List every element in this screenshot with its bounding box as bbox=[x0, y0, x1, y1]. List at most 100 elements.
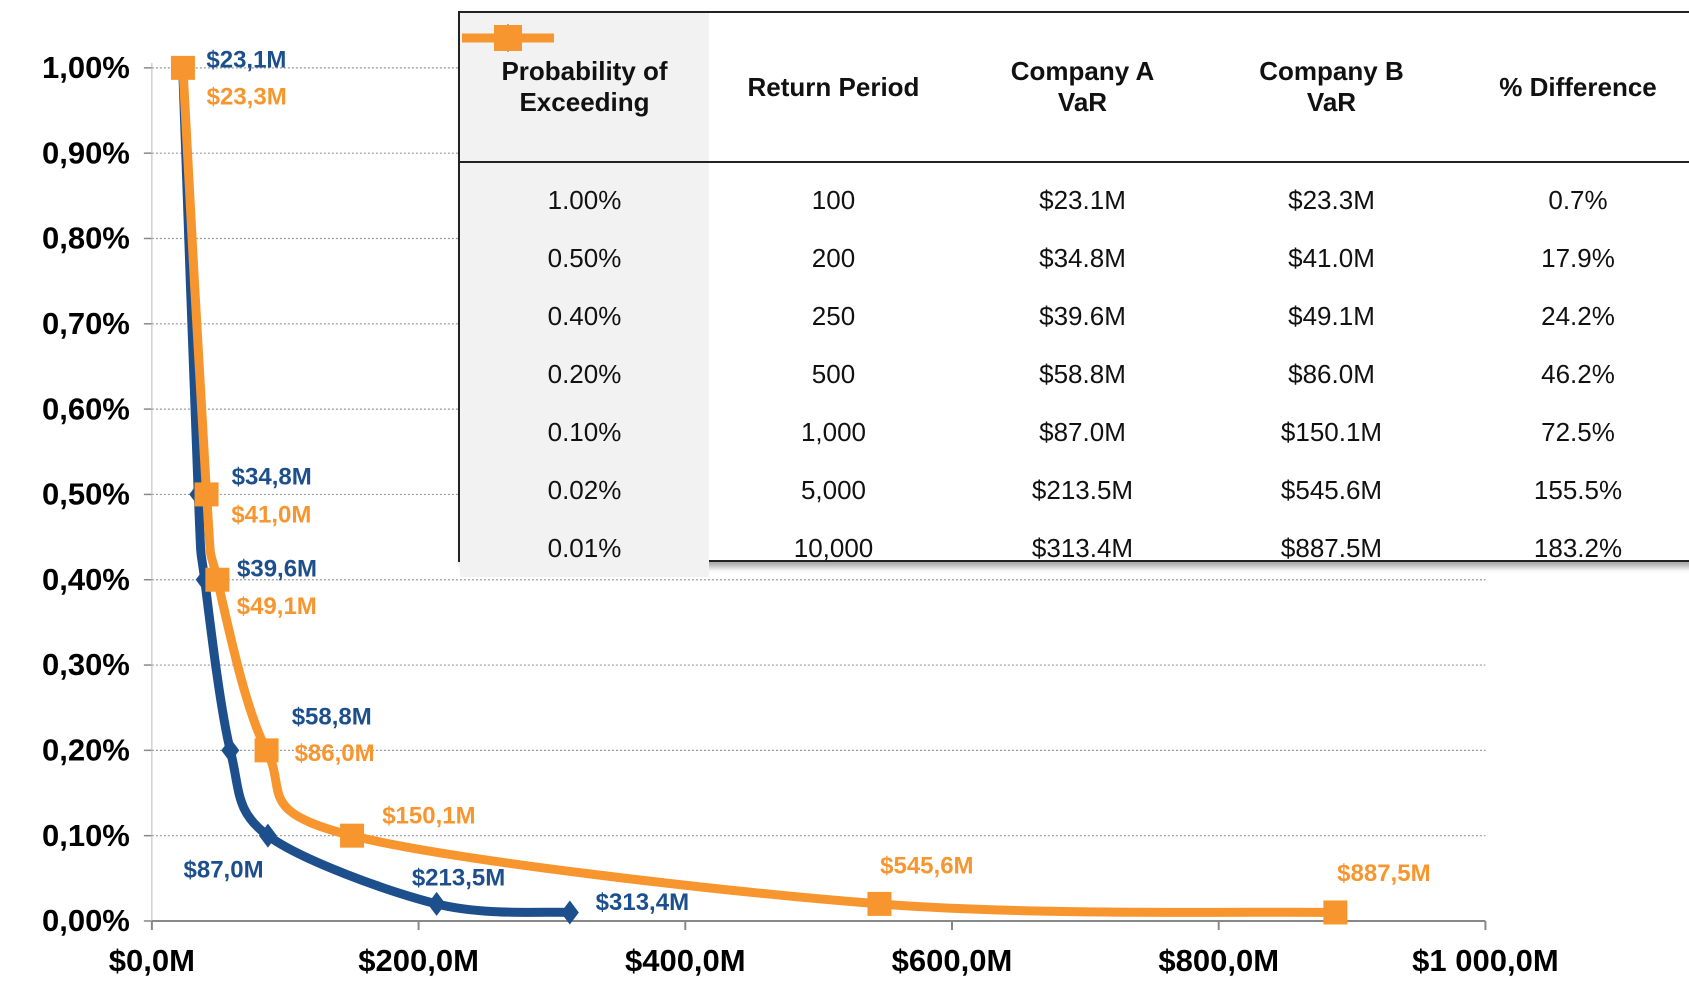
table-cell: 72.5% bbox=[1541, 416, 1615, 447]
y-tick-label: 0,00% bbox=[42, 903, 130, 938]
x-tick-label: $1 000,0M bbox=[1412, 943, 1559, 978]
y-tick-label: 0,30% bbox=[42, 647, 130, 682]
column-header: % Difference bbox=[1456, 13, 1689, 163]
series-line bbox=[178, 63, 575, 917]
table-cell: 500 bbox=[811, 358, 856, 389]
table-cell: 46.2% bbox=[1541, 358, 1615, 389]
y-tick-label: 0,80% bbox=[42, 221, 130, 256]
table-cell: $313.4M bbox=[1031, 532, 1134, 563]
table-cell: 100 bbox=[811, 184, 856, 215]
column-header: Probability of Exceeding bbox=[460, 13, 709, 163]
marker bbox=[205, 567, 230, 592]
x-tick-label: $0,0M bbox=[109, 943, 195, 978]
header-text: Company A VaR bbox=[1010, 56, 1155, 117]
table-cell: 5,000 bbox=[800, 474, 867, 505]
table-cell: 17.9% bbox=[1541, 242, 1615, 273]
marker bbox=[170, 55, 195, 80]
table-cell: 0.50% bbox=[460, 229, 709, 287]
table-cell: $41.0M bbox=[1288, 242, 1375, 273]
marker bbox=[254, 738, 279, 763]
table-cell: $39.6M bbox=[1039, 300, 1126, 331]
table-cell: 0.20% bbox=[460, 345, 709, 403]
header-text: Probability of Exceeding bbox=[501, 56, 668, 117]
table-cell: 183.2% bbox=[1533, 532, 1623, 563]
y-tick-label: 0,40% bbox=[42, 562, 130, 597]
marker bbox=[867, 891, 892, 916]
y-tick-label: 0,50% bbox=[42, 477, 130, 512]
table-cell: 0.01% bbox=[460, 519, 709, 577]
table-cell: $887.5M bbox=[1280, 532, 1383, 563]
table-cell: 200 bbox=[811, 242, 856, 273]
header-text: % Difference bbox=[1499, 71, 1657, 102]
data-label: $213,5M bbox=[412, 864, 505, 891]
y-tick-label: 1,00% bbox=[42, 50, 130, 85]
var-table: Probability of Exceeding Return Period Com… bbox=[458, 11, 1689, 577]
table-row: 0.40% 250 $39.6M $49.1M 24.2% bbox=[460, 287, 1689, 345]
data-label: $313,4M bbox=[596, 889, 689, 916]
header-text: Return Period bbox=[747, 71, 920, 102]
table: Probability of Exceeding Return Period Com… bbox=[460, 13, 1689, 577]
table-row: 1.00% 100 $23.1M $23.3M 0.7% bbox=[460, 162, 1689, 229]
y-tick-label: 0,70% bbox=[42, 306, 130, 341]
table-cell: $49.1M bbox=[1288, 300, 1375, 331]
header-text: Company B VaR bbox=[1259, 56, 1404, 117]
x-tick-label: $400,0M bbox=[625, 943, 746, 978]
marker bbox=[340, 823, 365, 848]
table-cell: $213.5M bbox=[1031, 474, 1134, 505]
table-row: 0.10% 1,000 $87.0M $150.1M 72.5% bbox=[460, 403, 1689, 461]
table-cell: 0.02% bbox=[460, 461, 709, 519]
table-cell: 24.2% bbox=[1541, 300, 1615, 331]
y-tick-label: 0,90% bbox=[42, 135, 130, 170]
data-label: $41,0M bbox=[231, 501, 311, 528]
table-cell: $87.0M bbox=[1039, 416, 1126, 447]
table-cell: 0.10% bbox=[460, 403, 709, 461]
x-tick-label: $200,0M bbox=[358, 943, 479, 978]
table-cell: $150.1M bbox=[1280, 416, 1383, 447]
data-label: $150,1M bbox=[382, 803, 475, 830]
table-cell: 250 bbox=[811, 300, 856, 331]
table-row: 0.50% 200 $34.8M $41.0M 17.9% bbox=[460, 229, 1689, 287]
table-cell: 155.5% bbox=[1533, 474, 1623, 505]
data-label: $87,0M bbox=[184, 857, 264, 884]
x-tick-label: $600,0M bbox=[892, 943, 1013, 978]
marker bbox=[258, 823, 277, 848]
column-header: Company B VaR bbox=[462, 13, 1456, 163]
table-row: 0.20% 500 $58.8M $86.0M 46.2% bbox=[460, 345, 1689, 403]
y-tick-label: 0,10% bbox=[42, 818, 130, 853]
data-label: $545,6M bbox=[880, 853, 973, 880]
table-cell: 10,000 bbox=[793, 532, 874, 563]
marker bbox=[427, 891, 446, 916]
table-cell: $34.8M bbox=[1039, 242, 1126, 273]
marker bbox=[194, 482, 219, 507]
table-cell: 1.00% bbox=[460, 162, 709, 229]
data-label: $86,0M bbox=[295, 740, 375, 767]
y-tick-label: 0,60% bbox=[42, 391, 130, 426]
column-header: Company A VaR bbox=[462, 13, 1207, 163]
table-cell: $86.0M bbox=[1288, 358, 1375, 389]
header-row: Probability of Exceeding Return Period Com… bbox=[460, 13, 1689, 163]
data-label: $23,1M bbox=[206, 47, 286, 74]
table-cell: $23.1M bbox=[1039, 184, 1126, 215]
table-cell: 0.40% bbox=[460, 287, 709, 345]
table-cell: $545.6M bbox=[1280, 474, 1383, 505]
data-label: $39,6M bbox=[237, 555, 317, 582]
table-row: 0.01% 10,000 $313.4M $887.5M 183.2% bbox=[460, 519, 1689, 577]
table-row: 0.02% 5,000 $213.5M $545.6M 155.5% bbox=[460, 461, 1689, 519]
series-line bbox=[178, 63, 1340, 917]
marker bbox=[560, 900, 579, 925]
data-label: $23,3M bbox=[207, 83, 287, 110]
table-cell: $23.3M bbox=[1288, 184, 1375, 215]
marker bbox=[221, 738, 240, 763]
data-label: $887,5M bbox=[1337, 860, 1430, 887]
marker bbox=[1323, 900, 1348, 925]
legend-icon bbox=[462, 25, 554, 51]
table-cell: 1,000 bbox=[800, 416, 867, 447]
y-tick-label: 0,20% bbox=[42, 733, 130, 768]
table-body: 1.00% 100 $23.1M $23.3M 0.7% 0.50% 200 $34.8M $4… bbox=[460, 162, 1689, 577]
data-label: $49,1M bbox=[237, 593, 317, 620]
data-label: $34,8M bbox=[232, 464, 312, 491]
table-cell: $58.8M bbox=[1039, 358, 1126, 389]
data-label: $58,8M bbox=[292, 703, 372, 730]
